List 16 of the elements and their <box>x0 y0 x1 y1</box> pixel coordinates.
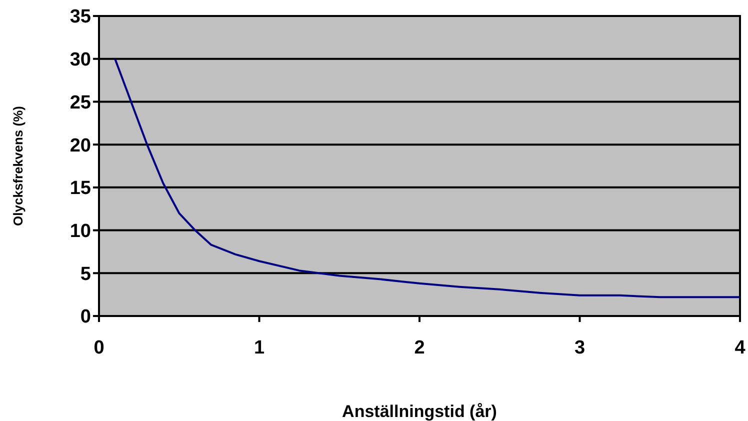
x-tick-label: 4 <box>734 337 746 358</box>
x-tick-label: 1 <box>254 337 265 358</box>
y-tick-label: 0 <box>80 306 91 328</box>
x-tick-label: 2 <box>414 337 425 358</box>
y-tick-label: 15 <box>70 178 92 200</box>
y-tick-label: 30 <box>70 50 91 71</box>
y-tick-label: 5 <box>80 264 92 285</box>
x-axis-title: Anställningstid (år) <box>342 402 497 421</box>
y-tick-label: 20 <box>70 135 91 156</box>
y-tick-label: 25 <box>70 92 92 114</box>
y-axis-title: Olycksfrekvens (%) <box>10 106 26 226</box>
x-tick-label: 3 <box>574 337 586 358</box>
y-tick-label: 10 <box>70 221 91 242</box>
x-tick-label: 0 <box>94 337 104 358</box>
y-tick-label: 35 <box>70 6 92 28</box>
line-series <box>114 58 740 298</box>
